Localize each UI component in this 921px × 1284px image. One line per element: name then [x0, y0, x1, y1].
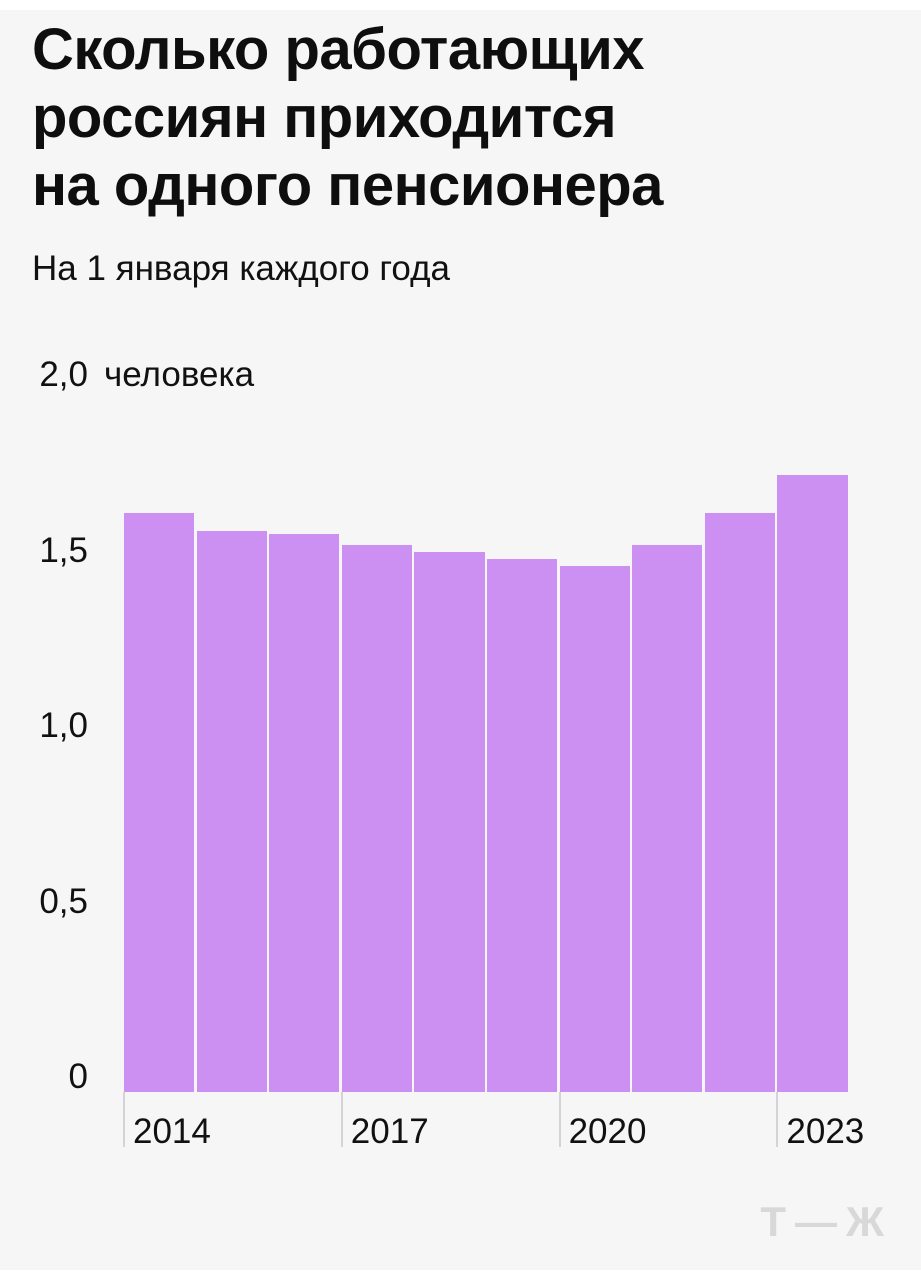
x-tick-label-2023: 2023 — [786, 1112, 865, 1151]
x-tick-line-2017 — [340, 1092, 343, 1147]
x-tick-line-2020 — [558, 1092, 561, 1147]
y-tick-label-0,5: 0,5 — [39, 881, 88, 921]
bar-2015 — [196, 530, 267, 1092]
y-tick-label-0: 0 — [68, 1057, 88, 1096]
y-tick-label-1,5: 1,5 — [39, 530, 88, 570]
x-tick-label-2014: 2014 — [133, 1112, 211, 1151]
chart-subtitle: На 1 января каждого года — [32, 249, 450, 288]
x-tick-label-2020: 2020 — [568, 1112, 647, 1151]
x-tick-line-2023 — [776, 1092, 779, 1147]
y-axis-unit-label: человека — [104, 355, 255, 395]
bar-2023 — [777, 474, 848, 1092]
y-tick-label-1,0: 1,0 — [39, 706, 88, 746]
x-tick-label-2017: 2017 — [350, 1112, 429, 1151]
bar-2017 — [341, 544, 412, 1092]
bar-2016 — [269, 534, 340, 1092]
bar-2021 — [632, 544, 703, 1092]
bar-2022 — [704, 513, 775, 1092]
y-tick-label-2,0: 2,0 — [39, 355, 88, 395]
bar-2014 — [124, 513, 195, 1092]
bar-2019 — [487, 558, 558, 1092]
bar-2020 — [559, 565, 630, 1092]
tj-logo: Т—Ж — [760, 1198, 893, 1245]
bar-2018 — [414, 551, 485, 1092]
x-tick-line-2014 — [123, 1092, 125, 1147]
chart-title: Сколько работающих россиян приходится на… — [32, 17, 663, 218]
